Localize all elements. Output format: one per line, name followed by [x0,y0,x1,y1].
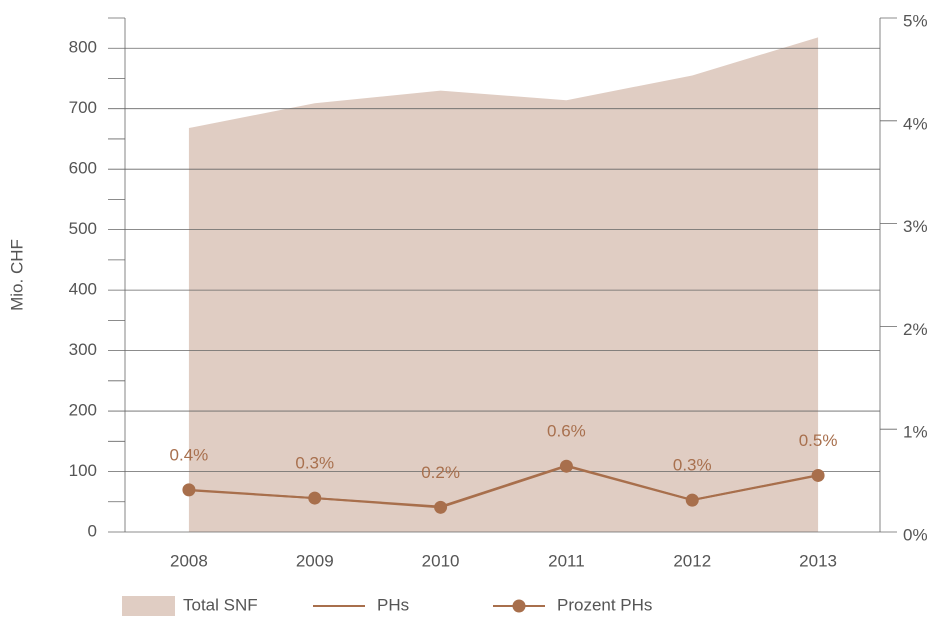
x-tick-label: 2013 [799,551,837,570]
y2-tick-label: 4% [903,114,928,133]
line [188,465,819,509]
y2-tick-label: 5% [903,11,928,30]
data-label: 0.6% [547,422,586,441]
y2-tick-label: 1% [903,423,928,442]
y2-tick-label: 3% [903,217,928,236]
y-tick-label: 0 [88,521,97,540]
marker [182,483,196,497]
y-tick-label: 200 [69,401,97,420]
legend-swatch [122,596,175,616]
marker [308,491,322,505]
marker [685,493,699,507]
data-label: 0.2% [421,463,460,482]
x-tick-label: 2009 [296,551,334,570]
x-tick-label: 2012 [673,551,711,570]
x-tick-label: 2008 [170,551,208,570]
x-tick-label: 2010 [422,551,460,570]
legend-marker [512,599,526,613]
marker [559,459,573,473]
legend-label: Total SNF [183,595,258,614]
y-tick-label: 500 [69,219,97,238]
area [188,37,819,533]
marker [811,468,825,482]
marker [434,500,448,514]
y-tick-label: 600 [69,159,97,178]
legend-label: PHs [377,595,409,614]
data-label: 0.5% [799,431,838,450]
x-tick-label: 2011 [548,551,585,570]
y2-tick-label: 0% [903,525,928,544]
y-axis-label: Mio. CHF [7,239,26,311]
y2-tick-label: 2% [903,320,928,339]
y-tick-label: 300 [69,340,97,359]
y-tick-label: 800 [69,38,97,57]
y-tick-label: 400 [69,280,97,299]
y-tick-label: 700 [69,98,97,117]
legend-label: Prozent PHs [557,595,652,614]
data-label: 0.3% [295,454,334,473]
data-label: 0.4% [170,445,209,464]
y-tick-label: 100 [69,461,97,480]
data-label: 0.3% [673,456,712,475]
